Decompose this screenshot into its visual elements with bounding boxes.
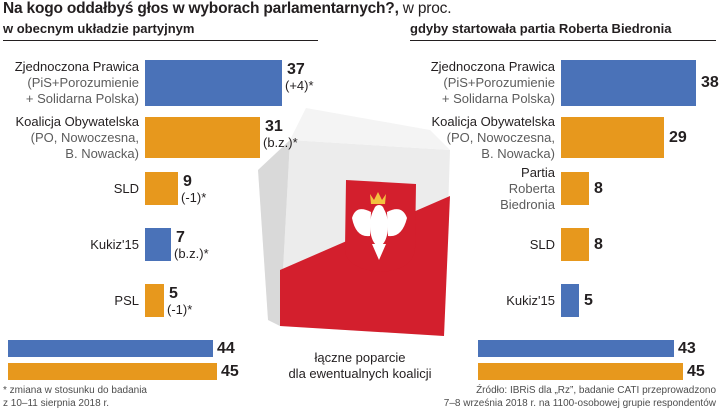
right-bar-2 [561,117,664,158]
ballot-box-top [290,108,450,150]
right-label-4-line-1: SLD [529,237,555,252]
right-label-5: Kukiz'15 [506,293,555,309]
left-change-3: (-1)* [181,190,207,205]
source-note: Źródło: IBRiS dla „Rz”, badanie CATI prz… [444,384,716,410]
left-label-1: Zjednoczona Prawica (PiS+Porozumienie + So… [15,59,139,107]
right-coalition-value-2: 45 [687,363,705,380]
left-value-3: 9 [183,173,192,190]
footnote-line-1: * zmiana w stosunku do badania [3,385,147,396]
left-bar-3 [145,172,178,205]
left-coalition-value-1: 44 [217,340,235,357]
left-label-4-line-1: Kukiz'15 [90,237,139,252]
right-coalition-bar-2 [478,363,683,380]
coalition-caption: łączne poparcie dla ewentualnych koalicj… [258,350,462,382]
left-value-2: 31 [265,118,283,135]
left-change-5: (-1)* [167,302,193,317]
left-change-1: (+4)* [285,78,314,93]
left-panel-title: w obecnym układzie partyjnym [3,21,195,36]
left-label-5-line-1: PSL [114,293,139,308]
coalition-caption-line-2: dla ewentualnych koalicji [288,366,432,381]
right-value-5: 5 [584,292,593,309]
left-change-2: (b.z.)* [263,135,298,150]
right-panel-title: gdyby startowała partia Roberta Biedroni… [410,21,672,36]
eagle-body [370,206,388,246]
left-label-2-line-3: B. Nowacka) [65,146,139,161]
left-bar-2 [145,117,260,158]
left-bar-1 [145,60,282,106]
ballot-box-illustration [258,108,450,336]
left-bar-5 [145,284,164,317]
right-bar-3 [561,172,589,205]
left-coalition-value-2: 45 [221,363,239,380]
left-coalition-bar-1 [8,340,213,357]
left-bar-4 [145,228,171,261]
right-label-2-line-2: (PO, Nowoczesna, [446,130,555,145]
right-label-3-line-3: Biedronia [500,197,555,212]
right-value-4: 8 [594,236,603,253]
right-label-1-line-1: Zjednoczona Prawica [430,59,555,74]
left-value-4: 7 [176,229,185,246]
left-label-1-line-3: + Solidarna Polska) [25,91,139,106]
left-change-4: (b.z.)* [174,246,209,261]
left-label-4: Kukiz'15 [90,237,139,253]
eagle-emblem-icon [344,180,416,272]
left-label-3-line-1: SLD [113,181,139,196]
right-label-3-line-1: Partia [521,165,555,180]
eagle-tail [372,244,386,260]
eagle-crown [370,192,386,204]
eagle-head [374,205,384,215]
eagle-wing-left [352,209,371,237]
right-label-3-line-2: Roberta [508,181,555,196]
source-line-2: 7–8 września 2018 r. na 1100-osobowej gr… [443,398,716,409]
coalition-caption-line-1: łączne poparcie [314,350,406,365]
right-value-1: 38 [701,74,719,91]
right-title-rule [410,40,716,41]
left-label-2-line-2: (PO, Nowoczesna, [30,130,139,145]
left-label-5: PSL [114,293,139,309]
footnote: * zmiana w stosunku do badania z 10–11 s… [3,384,147,410]
right-label-1: Zjednoczona Prawica (PiS+Porozumienie + So… [431,59,555,107]
left-value-5: 5 [169,285,178,302]
right-bar-1 [561,60,696,106]
right-value-3: 8 [594,180,603,197]
source-line-1: Źródło: IBRiS dla „Rz”, badanie CATI prz… [476,385,716,396]
right-label-1-line-2: (PiS+Porozumienie [443,75,555,90]
left-label-2-line-1: Koalicja Obywatelska [15,114,139,129]
chart-title: Na kogo oddałbyś głos w wyborach parlame… [3,0,452,17]
left-label-1-line-2: (PiS+Porozumienie [27,75,139,90]
right-bar-4 [561,228,589,261]
right-label-2: Koalicja Obywatelska (PO, Nowoczesna, B. N… [431,114,555,162]
left-label-1-line-1: Zjednoczona Prawica [14,59,139,74]
right-label-5-line-1: Kukiz'15 [506,293,555,308]
right-label-3: Partia Roberta Biedronia [500,165,555,213]
right-label-1-line-3: + Solidarna Polska) [441,91,555,106]
right-label-2-line-1: Koalicja Obywatelska [431,114,555,129]
left-value-1: 37 [287,61,305,78]
right-coalition-bar-1 [478,340,674,357]
left-label-2: Koalicja Obywatelska (PO, Nowoczesna, B. N… [15,114,139,162]
eagle-wing-right [387,209,407,237]
left-label-3: SLD [114,181,139,197]
footnote-line-2: z 10–11 sierpnia 2018 r. [3,398,110,409]
right-label-2-line-3: B. Nowacka) [481,146,555,161]
right-label-4: SLD [530,237,555,253]
left-coalition-bar-2 [8,363,217,380]
right-bar-5 [561,284,579,317]
right-value-2: 29 [669,129,687,146]
left-title-rule [3,40,318,41]
right-coalition-value-1: 43 [678,340,696,357]
